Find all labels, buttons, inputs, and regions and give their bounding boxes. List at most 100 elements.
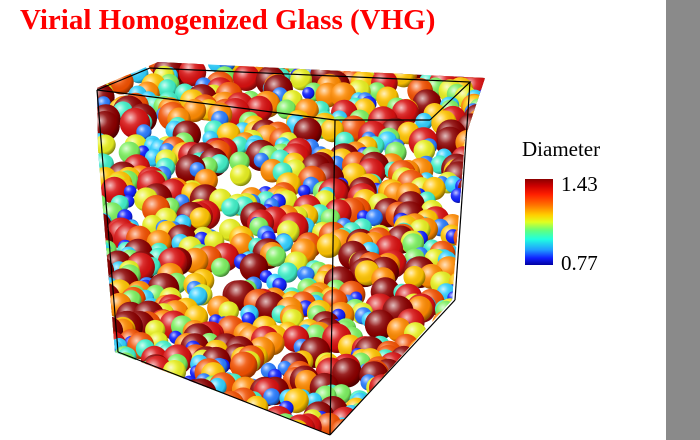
sphere-shading [462,263,478,278]
sphere [453,311,476,333]
sphere-shading [108,62,132,77]
sphere [149,401,163,415]
sphere [452,371,476,396]
sphere [129,380,152,402]
sphere [138,425,151,435]
sphere [441,369,466,394]
sphere [129,374,156,402]
sphere [458,327,479,348]
sphere-shading [470,266,485,281]
sphere-shading [105,404,127,427]
sphere-shading [257,413,283,435]
sphere-shading [97,369,117,392]
sphere [395,368,420,393]
sphere [143,382,172,411]
sphere [462,192,478,207]
sphere [460,199,483,223]
sphere [361,422,380,435]
color-scale-bar [525,179,553,265]
sphere-shading [101,369,129,397]
sphere-shading [455,379,472,396]
sphere [192,415,216,435]
sphere [460,237,479,255]
sphere [136,370,149,384]
sphere [136,365,163,393]
sphere-shading [99,377,112,390]
sphere-shading [172,389,189,406]
sphere-shading [474,355,485,381]
sphere [105,353,119,367]
sphere-shading [216,390,245,419]
sphere [417,423,437,435]
sphere-shading [446,354,469,377]
sphere-shading [415,418,429,431]
sphere [436,378,453,395]
sphere-shading [137,386,155,404]
sphere-shading [463,288,485,315]
sphere-shading [449,394,474,419]
sphere [449,394,474,419]
sphere-packing-cube [96,62,485,436]
sphere-shading [429,325,454,349]
sphere [463,363,485,385]
sphere [170,392,197,419]
sphere [439,338,468,367]
sphere [195,402,210,416]
sphere-shading [409,358,429,378]
sphere-shading [254,426,270,435]
sphere-shading [382,394,404,417]
sphere [471,291,485,313]
sphere-shading [423,342,446,365]
sphere [428,355,458,385]
sphere [97,301,108,322]
sphere-shading [467,347,485,375]
sphere-shading [101,347,119,364]
sphere-shading [450,327,466,343]
sphere-shading [399,359,423,382]
sphere [198,424,221,435]
sphere [162,387,178,403]
sphere [426,397,439,411]
sphere [466,144,485,171]
sphere [470,266,485,281]
sphere [254,426,270,435]
sphere [178,380,198,400]
sphere [147,413,169,435]
sphere-shading [152,391,174,412]
sphere-shading [205,400,220,414]
sphere [467,347,485,375]
sphere-shading [466,144,485,171]
sphere [168,421,198,435]
sphere [97,369,117,392]
sphere-shading [430,392,456,418]
sphere [433,330,457,354]
sphere-shading [166,408,189,431]
sphere-shading [442,347,465,369]
sphere [198,414,221,435]
sphere-shading [229,164,252,187]
sphere-shading [457,349,473,365]
sphere-shading [129,380,152,402]
sphere [163,415,186,435]
sphere [468,196,485,222]
sphere-shading [407,338,435,365]
sphere-shading [431,412,457,435]
sphere-shading [456,369,482,395]
sphere [455,259,480,284]
sphere-shading [302,87,315,100]
sphere-shading [195,402,210,416]
sphere-shading [449,345,480,375]
sphere [186,419,207,435]
sphere [97,301,107,317]
legend-max-label: 1.43 [561,172,598,196]
sphere [109,62,127,70]
sphere [460,404,485,430]
sphere-shading [403,406,419,422]
sphere [183,414,210,435]
sphere-shading [123,410,139,426]
sphere-shading [229,351,258,380]
sphere [480,250,485,267]
sphere-shading [274,413,296,435]
sphere-shading [477,403,485,429]
sphere-shading [470,286,485,303]
